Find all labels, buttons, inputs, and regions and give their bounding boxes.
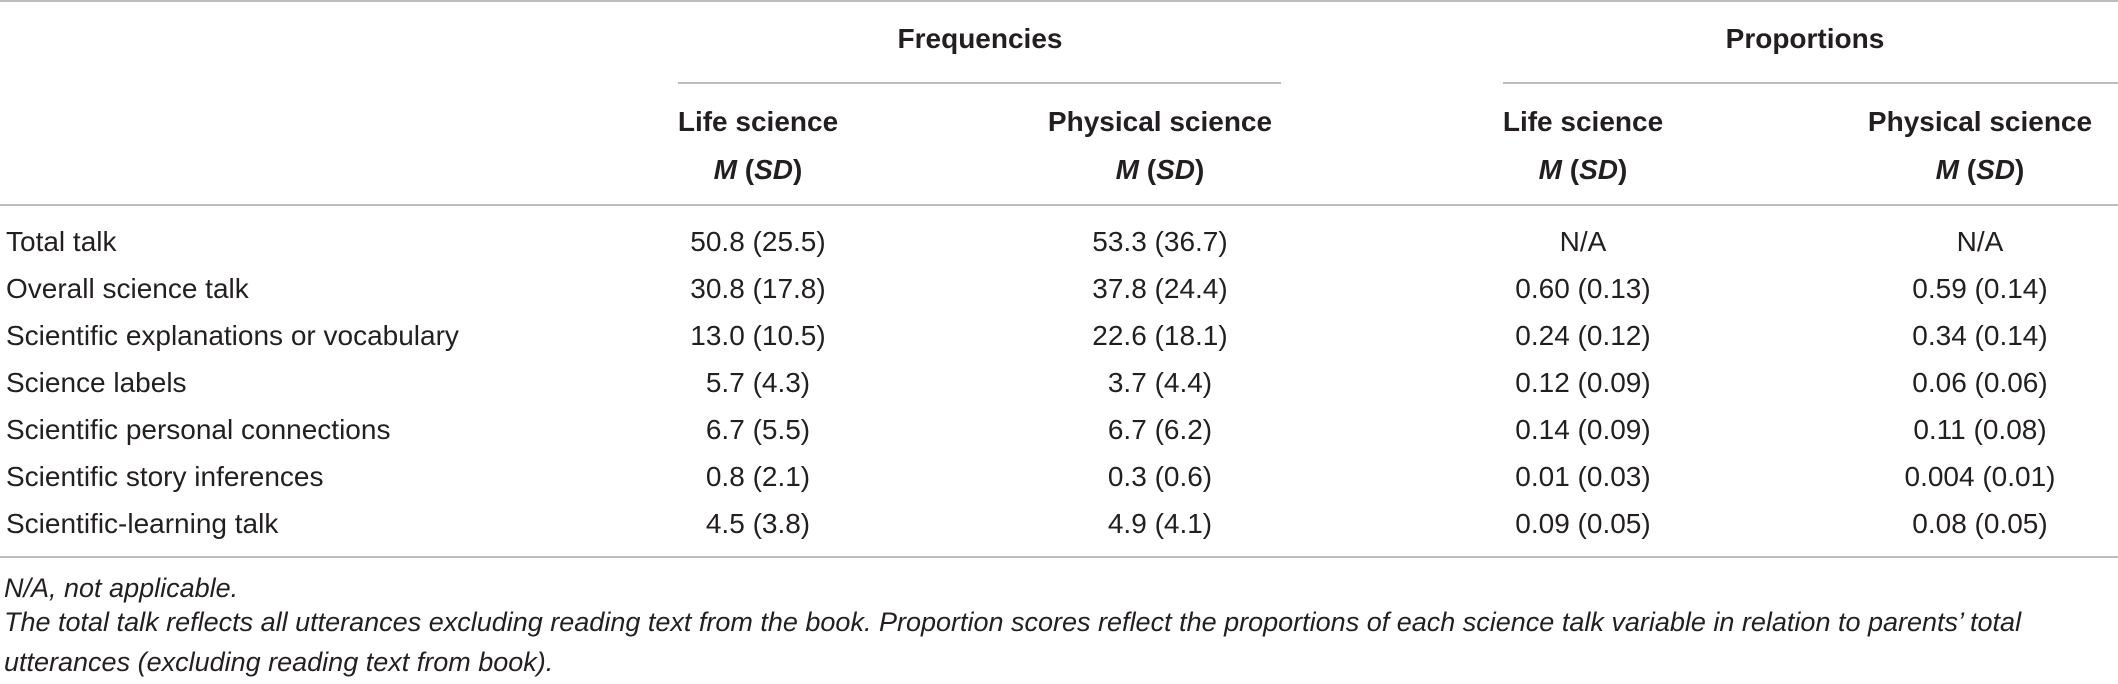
cell: 50.8 (25.5) [690, 226, 826, 257]
col-header-prop-life: Life science [1502, 106, 1664, 137]
cell: 0.59 (0.14) [1912, 273, 2048, 304]
stat-m: M [1538, 154, 1562, 185]
row-label: Total talk [6, 226, 117, 257]
row-label: Scientific personal connections [6, 414, 391, 445]
cell: 0.14 (0.09) [1515, 414, 1651, 445]
cell: 22.6 (18.1) [1092, 320, 1228, 351]
cell: 0.12 (0.09) [1515, 367, 1651, 398]
col-stat-freq-physical: M (SD) [1115, 154, 1205, 185]
row-label: Scientific-learning talk [6, 508, 279, 539]
col-stat-prop-physical: M (SD) [1935, 154, 2025, 185]
row-label: Overall science talk [6, 273, 249, 304]
col-header-freq-life: Life science [677, 106, 839, 137]
stat-sd: SD [754, 154, 793, 185]
cell: 0.24 (0.12) [1515, 320, 1651, 351]
cell: 4.9 (4.1) [1107, 508, 1213, 539]
cell: 53.3 (36.7) [1092, 226, 1228, 257]
cell: 0.08 (0.05) [1912, 508, 2048, 539]
cell: 0.60 (0.13) [1515, 273, 1651, 304]
cell: 0.11 (0.08) [1913, 414, 2047, 445]
proportions-underline [1503, 82, 2118, 84]
frequencies-underline [678, 82, 1281, 84]
cell: 6.7 (5.5) [705, 414, 811, 445]
cell: 0.3 (0.6) [1107, 461, 1213, 492]
stat-m: M [1935, 154, 1959, 185]
cell: 0.34 (0.14) [1912, 320, 2048, 351]
group-header-proportions: Proportions [1725, 23, 1885, 54]
cell: 0.09 (0.05) [1515, 508, 1651, 539]
cell: 4.5 (3.8) [705, 508, 811, 539]
cell: 13.0 (10.5) [690, 320, 826, 351]
footnote-description: The total talk reflects all utterances e… [4, 607, 2022, 677]
cell: 0.8 (2.1) [705, 461, 811, 492]
top-rule [0, 0, 2118, 2]
cell: N/A [1956, 226, 2004, 257]
stat-m: M [1115, 154, 1139, 185]
col-header-freq-physical: Physical science [1047, 106, 1273, 137]
group-header-frequencies: Frequencies [897, 23, 1063, 54]
stat-m: M [713, 154, 737, 185]
header-bottom-rule [0, 204, 2118, 206]
table-bottom-rule [0, 556, 2118, 558]
cell: 0.06 (0.06) [1912, 367, 2048, 398]
col-stat-freq-life: M (SD) [713, 154, 803, 185]
cell: 37.8 (24.4) [1092, 273, 1228, 304]
cell: 5.7 (4.3) [705, 367, 811, 398]
cell: 0.01 (0.03) [1515, 461, 1651, 492]
row-label: Scientific explanations or vocabulary [6, 320, 459, 351]
cell: 6.7 (6.2) [1107, 414, 1213, 445]
cell: 3.7 (4.4) [1107, 367, 1213, 398]
row-label: Science labels [6, 367, 187, 398]
cell: 0.004 (0.01) [1904, 461, 2056, 492]
stat-sd: SD [1579, 154, 1618, 185]
cell: N/A [1559, 226, 1607, 257]
stat-sd: SD [1976, 154, 2015, 185]
row-label: Scientific story inferences [6, 461, 324, 492]
cell: 30.8 (17.8) [690, 273, 826, 304]
stat-sd: SD [1156, 154, 1195, 185]
col-header-prop-physical: Physical science [1867, 106, 2093, 137]
col-stat-prop-life: M (SD) [1538, 154, 1628, 185]
footnote-na: N/A, not applicable. [4, 573, 239, 603]
